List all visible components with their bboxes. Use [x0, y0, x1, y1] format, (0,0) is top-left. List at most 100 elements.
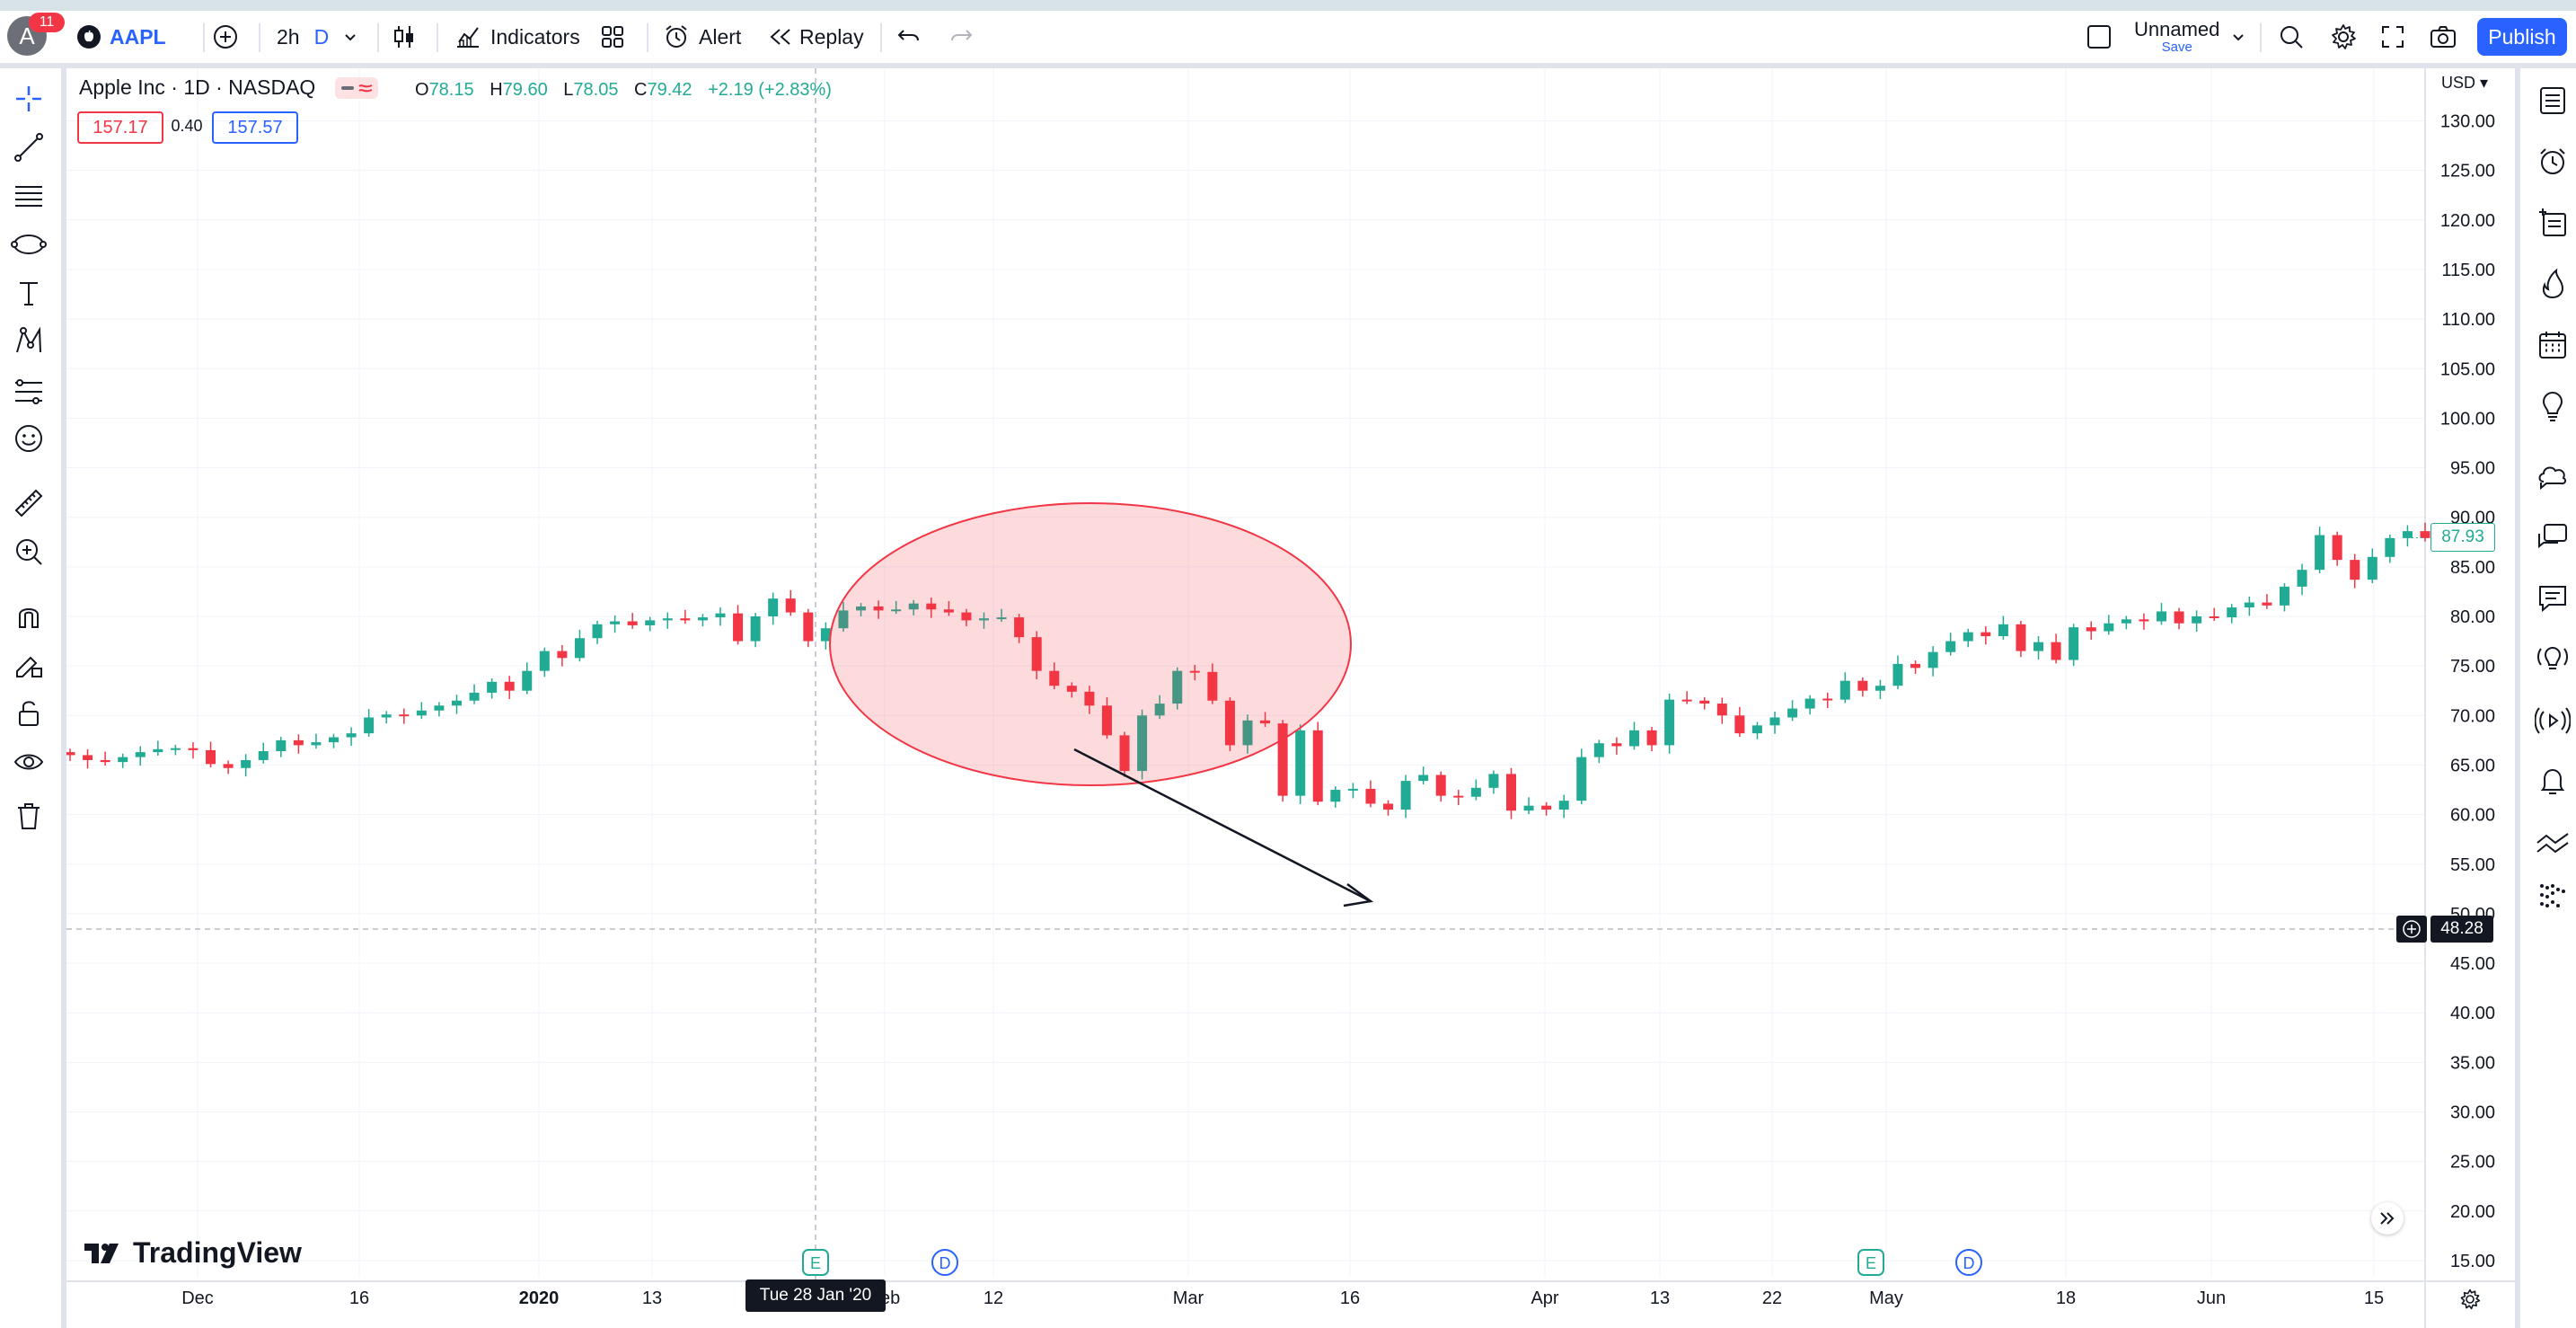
magnet-tool[interactable] — [11, 598, 47, 634]
replay-button[interactable]: Replay — [769, 11, 864, 63]
zoom-tool[interactable] — [11, 534, 47, 570]
interval-selector[interactable]: 2h D — [277, 11, 357, 63]
watchlist-button[interactable] — [2533, 81, 2572, 120]
remove-drawings-tool[interactable] — [11, 798, 47, 834]
series-title[interactable]: Apple Inc · 1D · NASDAQ — [79, 75, 316, 99]
candle-body — [1839, 680, 1850, 700]
chevron-down-icon — [2233, 34, 2244, 41]
sell-price-button[interactable]: 157.17 — [77, 111, 163, 144]
candle-body — [346, 733, 357, 738]
trendline-tool[interactable] — [11, 129, 47, 165]
scroll-to-realtime-button[interactable] — [2371, 1202, 2404, 1235]
candle-body — [2139, 619, 2149, 622]
object-tree-button[interactable] — [2533, 203, 2572, 243]
candle-body — [2051, 642, 2061, 660]
hotlists-button[interactable] — [2533, 264, 2572, 304]
y-tick-label: 25.00 — [2450, 1153, 2495, 1173]
series-visibility-toggle[interactable] — [335, 76, 379, 99]
candle-body — [996, 617, 1007, 620]
text-icon — [20, 282, 38, 305]
measure-tool[interactable] — [11, 485, 47, 521]
alerts-panel-button[interactable] — [2533, 142, 2572, 181]
candle-body — [206, 749, 216, 765]
candle-body — [434, 705, 445, 711]
candle-body — [1963, 632, 1973, 642]
layout-checkbox[interactable] — [2086, 11, 2113, 63]
price-chart[interactable]: 130.00 125.00 120.00 115.00 110.00 105.00 100.… — [66, 68, 2515, 1328]
chart-type-button[interactable] — [392, 11, 417, 63]
broadcast-button[interactable] — [2533, 701, 2572, 740]
tradingview-logo[interactable]: TradingView — [83, 1236, 302, 1270]
candle-body — [733, 613, 744, 642]
top-toolbar: A 11 AAPL 2h D Indicators Alert Replay — [0, 11, 2576, 68]
chart-pane[interactable]: 130.00 125.00 120.00 115.00 110.00 105.00 100.… — [66, 68, 2515, 1328]
shapes-tool[interactable] — [11, 226, 47, 262]
fib-tool[interactable] — [11, 178, 47, 214]
open-value: 78.15 — [428, 80, 474, 100]
search-icon — [2280, 26, 2303, 49]
dom-button[interactable] — [2533, 877, 2572, 916]
text-tool[interactable] — [11, 275, 47, 311]
arrow-drawing — [1073, 748, 1370, 902]
candle-body — [891, 609, 902, 612]
x-tick-label: 2020 — [519, 1288, 560, 1308]
apple-logo-icon — [77, 25, 101, 49]
chats-button[interactable] — [2533, 518, 2572, 557]
candle-body — [2033, 642, 2044, 651]
candle-body — [66, 752, 75, 756]
layout-name-button[interactable]: Unnamed Save — [2134, 11, 2219, 63]
search-button[interactable] — [2278, 11, 2305, 63]
candle-body — [2315, 535, 2325, 571]
streams-button[interactable] — [2533, 456, 2572, 496]
layout-menu-button[interactable] — [2231, 11, 2245, 63]
tips-button[interactable] — [2533, 640, 2572, 679]
templates-button[interactable] — [600, 11, 625, 63]
currency-label: USD — [2441, 74, 2476, 92]
icons-tool[interactable] — [11, 421, 47, 456]
undo-icon — [897, 30, 919, 41]
candle-body — [1084, 691, 1095, 706]
trading-panel-button[interactable] — [2533, 823, 2572, 863]
publish-button[interactable]: Publish — [2477, 18, 2567, 56]
buy-price-button[interactable]: 157.57 — [212, 111, 298, 144]
candle-body — [2385, 537, 2395, 557]
settings-button[interactable] — [2330, 11, 2357, 63]
event-marker-label: D — [1963, 1254, 1975, 1272]
lock-drawings-tool[interactable] — [11, 695, 47, 731]
candle-body — [1981, 632, 1991, 637]
hide-drawings-tool[interactable] — [11, 744, 47, 780]
candle-body — [662, 618, 673, 621]
patterns-tool[interactable] — [11, 323, 47, 359]
screenshot-button[interactable] — [2429, 11, 2457, 63]
alert-button[interactable]: Alert — [663, 11, 741, 63]
stay-drawing-tool[interactable] — [11, 647, 47, 683]
forecast-tool[interactable] — [11, 372, 47, 408]
candle-body — [750, 616, 761, 642]
candle-body — [926, 603, 937, 610]
fullscreen-button[interactable] — [2380, 11, 2405, 63]
cursor-plus-button[interactable] — [2396, 916, 2427, 943]
ideas-button[interactable] — [2533, 386, 2572, 426]
candle-body — [961, 612, 972, 621]
candle-body — [258, 751, 269, 760]
currency-selector[interactable]: USD ▾ — [2441, 74, 2489, 92]
calendar-button[interactable] — [2533, 325, 2572, 365]
undo-button[interactable] — [896, 11, 922, 63]
candle-body — [153, 748, 163, 753]
candle-body — [416, 710, 427, 716]
candle-body — [856, 606, 867, 611]
axis-settings-button[interactable] — [2456, 1285, 2484, 1314]
x-tick-label: 13 — [1650, 1288, 1670, 1308]
compare-add-button[interactable] — [212, 11, 239, 63]
drawing-toolbar — [0, 68, 66, 1328]
symbol-search-button[interactable]: AAPL — [77, 11, 166, 63]
x-tick-label: 18 — [2056, 1288, 2076, 1308]
indicators-button[interactable]: Indicators — [454, 11, 580, 63]
redo-button[interactable] — [948, 11, 974, 63]
candle-body — [943, 609, 954, 613]
crosshair-tool[interactable] — [11, 81, 47, 117]
candle-body — [1541, 805, 1552, 810]
candle-body — [2069, 627, 2079, 660]
notifications-log-button[interactable] — [2533, 579, 2572, 618]
notifications-button[interactable] — [2533, 762, 2572, 801]
